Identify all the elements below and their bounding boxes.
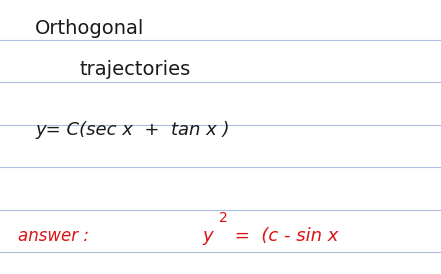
Text: 2: 2 (219, 211, 228, 225)
Text: y: y (203, 227, 213, 245)
Text: trajectories: trajectories (79, 60, 191, 79)
Text: Orthogonal: Orthogonal (35, 19, 145, 38)
Text: answer :: answer : (18, 227, 94, 245)
Text: =  (c - sin x: = (c - sin x (229, 227, 339, 245)
Text: y= C(sec x  +  tan x ): y= C(sec x + tan x ) (35, 121, 230, 139)
